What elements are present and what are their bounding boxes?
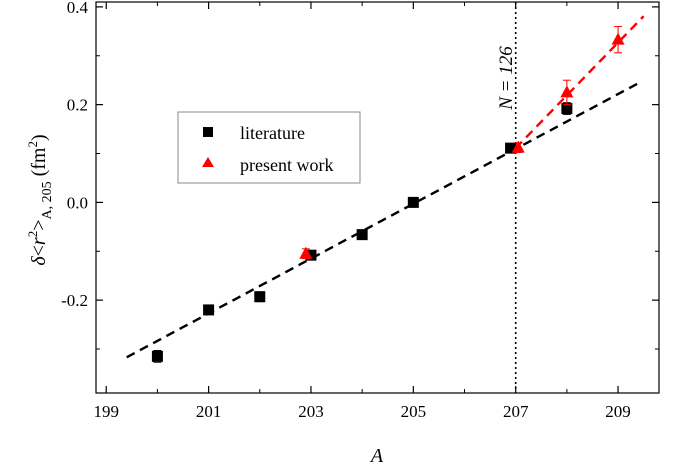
y-axis-title-sup: 2 xyxy=(25,231,40,238)
legend: literature present work xyxy=(177,111,361,184)
legend-label-literature: literature xyxy=(240,123,305,143)
y-tick-label: 0.4 xyxy=(67,0,89,17)
y-axis-title-unit-sup: 2 xyxy=(25,141,40,148)
x-tick-label: 203 xyxy=(298,402,324,421)
data-point-literature xyxy=(254,291,266,303)
plot-frame xyxy=(95,1,660,394)
y-axis-title-open: < xyxy=(28,245,50,256)
data-point-literature xyxy=(305,249,317,261)
data-point-literature xyxy=(151,350,163,362)
y-axis-title: δ<r2>A, 205 (fm2) xyxy=(25,134,55,265)
legend-marker-present-work xyxy=(202,157,214,167)
y-axis-title-r: r xyxy=(28,237,50,245)
x-tick-label: 201 xyxy=(196,402,222,421)
y-tick-label: -0.2 xyxy=(61,291,88,310)
data-point-literature xyxy=(203,304,215,316)
x-tick-label: 199 xyxy=(93,402,119,421)
y-axis-title-close: > xyxy=(28,220,50,231)
legend-label-present-work: present work xyxy=(240,155,333,175)
x-tick-label: 205 xyxy=(401,402,427,421)
data-point-literature xyxy=(561,103,573,115)
y-axis-title-delta: δ xyxy=(28,256,50,266)
y-tick-label: 0.2 xyxy=(67,96,88,115)
data-markers xyxy=(151,25,625,363)
x-tick-label: 209 xyxy=(605,402,631,421)
data-point-present-work xyxy=(511,140,525,153)
axis-tick-labels: 199 201 203 205 207 209 -0.2 0.0 0.2 0.4 xyxy=(61,0,631,421)
fit-line-present-work xyxy=(514,15,645,149)
axis-ticks xyxy=(96,2,659,393)
annotation-n-126: N = 126 xyxy=(496,46,517,111)
y-axis-title-sub: A, 205 xyxy=(40,181,55,219)
legend-marker-literature xyxy=(203,127,213,137)
data-point-present-work xyxy=(299,246,313,259)
data-point-present-work xyxy=(560,85,574,98)
x-axis-title: A xyxy=(369,445,384,467)
plot-area xyxy=(95,1,660,394)
y-tick-label: 0.0 xyxy=(67,193,88,212)
legend-box xyxy=(177,111,361,184)
y-axis-title-unit-open: (fm xyxy=(28,147,50,181)
data-point-literature xyxy=(407,196,419,208)
data-point-literature xyxy=(505,142,517,154)
data-point-present-work xyxy=(611,32,625,45)
y-axis-title-unit-close: ) xyxy=(28,134,50,141)
x-tick-label: 207 xyxy=(503,402,529,421)
data-point-literature xyxy=(356,229,368,241)
